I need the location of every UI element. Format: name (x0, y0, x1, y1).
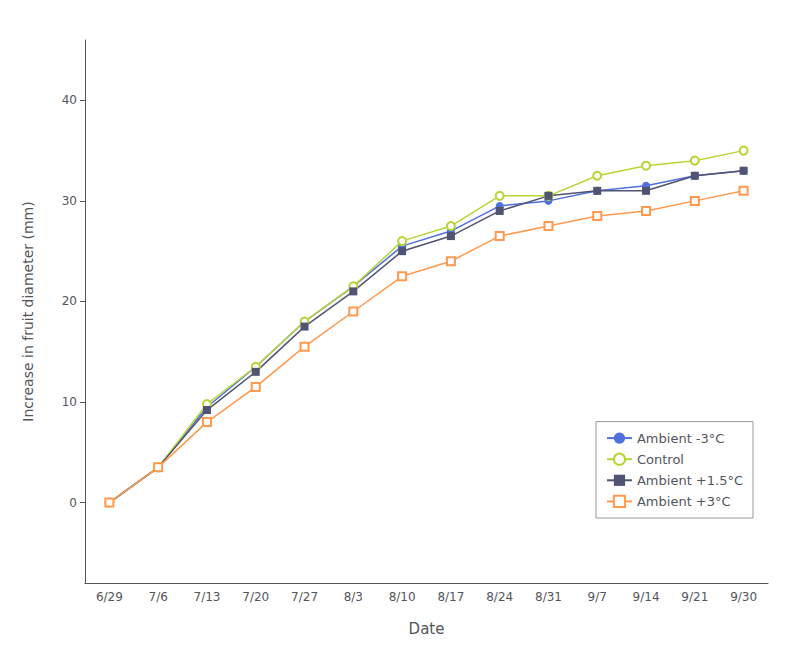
svg-text:40: 40 (62, 93, 77, 107)
svg-text:8/24: 8/24 (486, 590, 513, 604)
svg-text:8/10: 8/10 (389, 590, 416, 604)
svg-text:7/6: 7/6 (149, 590, 168, 604)
svg-text:8/3: 8/3 (344, 590, 363, 604)
svg-text:7/13: 7/13 (193, 590, 220, 604)
svg-text:Increase in fruit diameter (mm: Increase in fruit diameter (mm) (20, 201, 36, 421)
svg-text:Ambient -3°C: Ambient -3°C (637, 431, 724, 446)
svg-text:20: 20 (62, 294, 77, 308)
svg-text:7/27: 7/27 (291, 590, 318, 604)
svg-text:9/21: 9/21 (681, 590, 708, 604)
svg-text:7/20: 7/20 (242, 590, 269, 604)
svg-text:8/31: 8/31 (535, 590, 562, 604)
svg-text:6/29: 6/29 (96, 590, 123, 604)
svg-text:Control: Control (637, 452, 684, 467)
svg-text:9/14: 9/14 (633, 590, 660, 604)
svg-text:Ambient +3°C: Ambient +3°C (637, 494, 731, 509)
svg-text:9/7: 9/7 (588, 590, 607, 604)
svg-text:0: 0 (69, 496, 77, 510)
svg-text:Ambient +1.5°C: Ambient +1.5°C (637, 473, 743, 488)
svg-text:Date: Date (409, 620, 445, 638)
svg-text:10: 10 (62, 395, 77, 409)
svg-text:30: 30 (62, 194, 77, 208)
svg-text:9/30: 9/30 (730, 590, 757, 604)
svg-text:8/17: 8/17 (437, 590, 464, 604)
